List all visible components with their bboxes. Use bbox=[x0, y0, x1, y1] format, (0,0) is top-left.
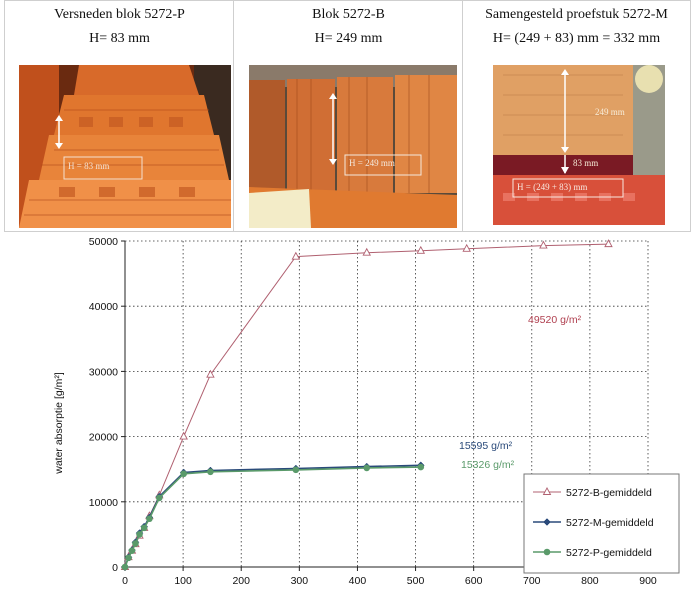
photo-title-m: Samengesteld proefstuk 5272-M bbox=[485, 7, 668, 22]
data-point bbox=[132, 540, 139, 547]
x-tick-label: 0 bbox=[122, 575, 128, 587]
photo-block-p: H = 83 mm bbox=[19, 65, 231, 228]
data-point bbox=[128, 547, 136, 554]
data-point bbox=[121, 563, 129, 571]
chart-area: 0 10000 20000 30000 40000 50000 0 100 200 300 400… bbox=[0, 230, 693, 614]
value-annotation: 49520 g/m² bbox=[528, 314, 582, 326]
photo-overlay-top: 249 mm bbox=[595, 107, 625, 117]
legend-box bbox=[523, 473, 680, 574]
data-point bbox=[140, 524, 148, 532]
photo-height-caption-p: H= 83 mm bbox=[89, 31, 150, 46]
legend: 5272-B-gemiddeld 5272-M-gemiddeld 5272-P-g… bbox=[523, 473, 680, 574]
value-annotation: 15326 g/m² bbox=[461, 459, 515, 471]
photo-height-caption-b: H= 249 mm bbox=[314, 31, 383, 46]
photo-panel-p: Versneden blok 5272-P H= 83 mm bbox=[4, 0, 235, 232]
photo-block-b: H = 249 mm bbox=[249, 65, 457, 228]
x-tick-label: 700 bbox=[523, 575, 541, 587]
x-tick-labels: 0 100 200 300 400 500 600 700 800 900 bbox=[122, 575, 657, 587]
photo-row: Versneden blok 5272-P H= 83 mm bbox=[4, 0, 691, 232]
legend-marker bbox=[543, 518, 551, 526]
photo-overlay-label-b: H = 249 mm bbox=[349, 158, 395, 168]
photo-overlay-label-p: H = 83 mm bbox=[68, 161, 110, 171]
annotations: 49520 g/m² 15595 g/m² 15326 g/m² bbox=[459, 314, 582, 471]
data-point bbox=[136, 531, 143, 538]
legend-label: 5272-P-gemiddeld bbox=[566, 547, 652, 559]
photo-overlay-label-m: H = (249 + 83) mm bbox=[517, 182, 588, 192]
x-tick-label: 100 bbox=[174, 575, 192, 587]
y-tick-label: 50000 bbox=[89, 236, 118, 248]
photo-panel-b: Blok 5272-B H= 249 mm bbox=[233, 0, 464, 232]
data-point bbox=[207, 468, 214, 476]
water-absorption-chart: 0 10000 20000 30000 40000 50000 0 100 200 300 400… bbox=[53, 236, 680, 587]
y-tick-label: 40000 bbox=[89, 301, 118, 313]
legend-marker bbox=[542, 487, 552, 495]
x-tick-label: 600 bbox=[465, 575, 483, 587]
photo-height-caption-m: H= (249 + 83) mm = 332 mm bbox=[492, 31, 661, 46]
legend-marker bbox=[543, 548, 551, 556]
y-axis-title: water absorptie [g/m²] bbox=[53, 372, 65, 475]
data-point bbox=[292, 466, 300, 474]
y-tick-label: 10000 bbox=[89, 497, 118, 509]
series-5272-P-gemiddeld bbox=[121, 463, 425, 571]
x-tick-label: 200 bbox=[232, 575, 250, 587]
photo-panel-m: Samengesteld proefstuk 5272-M H= (249 + … bbox=[462, 0, 691, 232]
data-point bbox=[291, 251, 301, 260]
data-point bbox=[363, 464, 371, 472]
x-tick-label: 900 bbox=[639, 575, 657, 587]
legend-label: 5272-M-gemiddeld bbox=[566, 517, 654, 529]
y-tick-label: 0 bbox=[112, 562, 118, 574]
data-point bbox=[206, 369, 215, 378]
series-line bbox=[124, 464, 421, 568]
series-line bbox=[124, 466, 421, 568]
data-point bbox=[125, 554, 132, 562]
x-tick-label: 300 bbox=[291, 575, 309, 587]
data-point bbox=[462, 243, 471, 252]
y-tick-label: 20000 bbox=[89, 432, 118, 444]
photo-title-b: Blok 5272-B bbox=[312, 7, 385, 22]
x-tick-label: 800 bbox=[581, 575, 599, 587]
data-point bbox=[155, 494, 163, 502]
x-tick-label: 400 bbox=[349, 575, 367, 587]
data-point bbox=[604, 239, 613, 248]
value-annotation: 15595 g/m² bbox=[459, 440, 513, 452]
photo-title-p: Versneden blok 5272-P bbox=[54, 7, 185, 22]
series-group bbox=[120, 239, 613, 571]
data-point bbox=[417, 463, 425, 471]
y-tick-label: 30000 bbox=[89, 366, 118, 378]
photo-block-m: 249 mm 83 mm H = (249 + 83) mm bbox=[493, 65, 665, 225]
data-point bbox=[416, 245, 426, 254]
y-tick-labels: 0 10000 20000 30000 40000 50000 bbox=[89, 236, 118, 574]
legend-label: 5272-B-gemiddeld bbox=[566, 487, 652, 499]
data-point bbox=[146, 515, 153, 523]
data-point bbox=[179, 431, 188, 440]
x-tick-label: 500 bbox=[407, 575, 425, 587]
data-point bbox=[539, 240, 548, 249]
data-point bbox=[180, 470, 187, 478]
grid bbox=[125, 240, 649, 567]
photo-overlay-mid: 83 mm bbox=[573, 158, 599, 168]
data-point bbox=[362, 247, 371, 256]
